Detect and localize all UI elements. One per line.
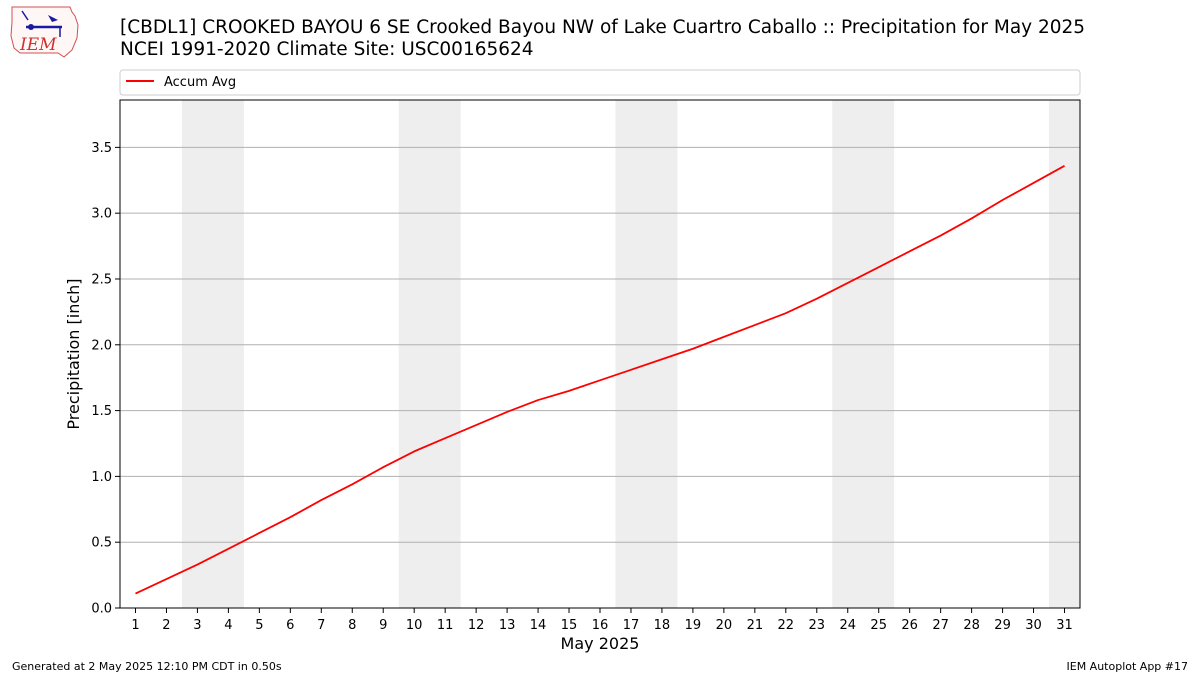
x-tick-label: 5 [255, 618, 263, 633]
x-tick-label: 16 [592, 618, 609, 633]
x-tick-label: 27 [932, 618, 949, 633]
iem-logo: IEM [10, 6, 79, 58]
y-tick-label: 1.5 [91, 404, 112, 419]
x-tick-label: 1 [131, 618, 139, 633]
x-tick-label: 22 [778, 618, 795, 633]
x-tick-label: 17 [623, 618, 640, 633]
x-tick-label: 30 [1025, 618, 1042, 633]
series-layer [135, 165, 1065, 595]
x-tick-label: 24 [839, 618, 856, 633]
title-line-2: NCEI 1991-2020 Climate Site: USC00165624 [120, 39, 534, 60]
y-tick-label: 0.5 [91, 536, 112, 551]
x-tick-label: 19 [685, 618, 702, 633]
x-tick-label: 25 [870, 618, 887, 633]
weekend-band [615, 100, 678, 608]
x-tick-label: 8 [348, 618, 356, 633]
x-tick-label: 3 [193, 618, 201, 633]
y-tick-label: 2.5 [91, 272, 112, 287]
x-tick-label: 28 [963, 618, 980, 633]
plot-frame [119, 99, 1081, 609]
x-tick-label: 9 [379, 618, 387, 633]
autoplot-app-label: IEM Autoplot App #17 [1066, 660, 1189, 673]
x-tick-label: 21 [747, 618, 764, 633]
x-tick-label: 11 [437, 618, 454, 633]
weekend-band [1049, 100, 1080, 608]
series-line-accum-avg [135, 165, 1065, 595]
y-tick-label: 3.0 [91, 207, 112, 222]
x-tick-label: 29 [994, 618, 1011, 633]
x-tick-label: 31 [1056, 618, 1073, 633]
legend-label-accum-avg: Accum Avg [164, 75, 236, 90]
y-axis: 0.0 0.5 1.0 1.5 2.0 2.5 3.0 3.5 [91, 141, 120, 617]
x-tick-label: 18 [654, 618, 671, 633]
x-tick-label: 4 [224, 618, 232, 633]
legend: Accum Avg [119, 69, 1081, 96]
weekend-band [398, 100, 461, 608]
x-tick-label: 12 [468, 618, 485, 633]
chart-title: [CBDL1] CROOKED BAYOU 6 SE Crooked Bayou… [120, 17, 1085, 61]
weekend-band [832, 100, 895, 608]
generated-timestamp: Generated at 2 May 2025 12:10 PM CDT in … [12, 660, 282, 673]
iem-logo-text: IEM [19, 35, 57, 55]
x-axis: 1 2 3 4 5 6 7 8 9 10 11 12 13 14 15 16 17 18 19 20 21 22 23 24 2… [131, 608, 1073, 633]
x-tick-label: 26 [901, 618, 918, 633]
legend-box [119, 69, 1081, 96]
x-tick-label: 10 [406, 618, 423, 633]
x-tick-label: 14 [530, 618, 547, 633]
x-tick-label: 2 [162, 618, 170, 633]
y-axis-title: Precipitation [inch] [64, 278, 83, 429]
y-tick-label: 2.0 [91, 338, 112, 353]
x-axis-title: May 2025 [561, 634, 640, 653]
title-line-1: [CBDL1] CROOKED BAYOU 6 SE Crooked Bayou… [120, 17, 1086, 38]
x-tick-label: 15 [561, 618, 578, 633]
y-tick-label: 1.0 [91, 470, 112, 485]
weekend-band [181, 100, 244, 608]
y-tick-label: 3.5 [91, 141, 112, 156]
y-tick-label: 0.0 [91, 602, 112, 617]
x-tick-label: 6 [286, 618, 294, 633]
x-tick-label: 13 [499, 618, 516, 633]
x-tick-label: 23 [809, 618, 826, 633]
x-tick-label: 20 [716, 618, 733, 633]
x-tick-label: 7 [317, 618, 325, 633]
weekend-bands [181, 100, 1080, 608]
gridlines [120, 146, 1080, 609]
